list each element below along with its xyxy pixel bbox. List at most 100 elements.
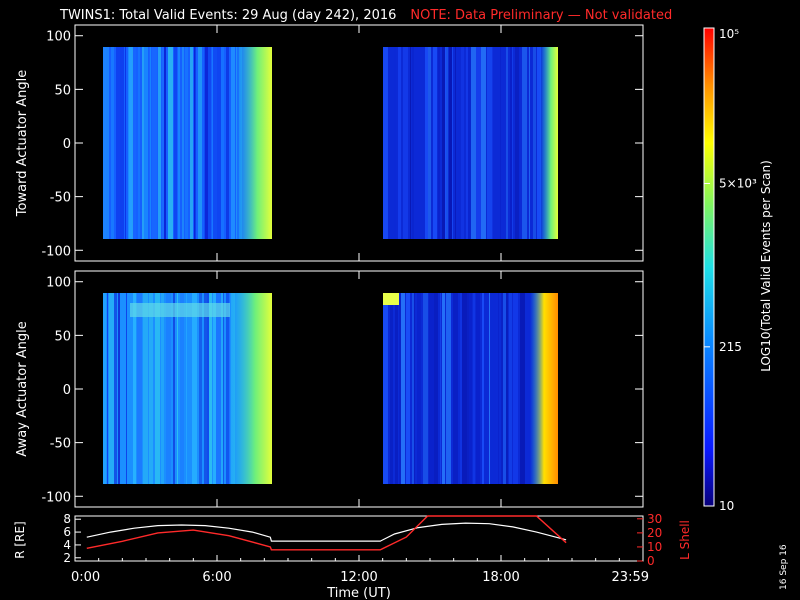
panel1-ytick-label: -50 (50, 437, 71, 452)
heat-streak (125, 47, 126, 239)
panel-toward: 100 50 0 -50 -100 Toward Actuator Angle (15, 24, 644, 262)
heat-streak (533, 47, 536, 239)
heat-streak (473, 293, 475, 484)
panel1-ytick-label: -100 (41, 490, 71, 505)
heat-streak (428, 47, 431, 239)
time-xtick-label: 6:00 (202, 570, 231, 585)
heat-streak (425, 47, 428, 239)
heat-stripes-toward-morning (103, 47, 242, 239)
heat-streak (221, 293, 223, 484)
panel1-ytick-label: 100 (46, 276, 71, 291)
heat-block-away-evening (383, 293, 558, 484)
heat-streak (515, 47, 519, 239)
heat-streak (417, 293, 421, 484)
heat-streak (498, 293, 499, 484)
heat-streak (410, 293, 411, 484)
heat-streak (213, 47, 217, 239)
heat-streak (114, 293, 117, 484)
heat-streak (149, 47, 150, 239)
heat-streak (383, 293, 388, 484)
heat-streak (398, 47, 401, 239)
l-shell-ytick-label: 20 (647, 526, 662, 540)
heat-streak (537, 47, 541, 239)
panel-ephemeris-frame (74, 515, 644, 562)
heat-streak (158, 47, 161, 239)
heat-streak (182, 47, 184, 239)
heat-streak (445, 47, 446, 239)
panel-away-ticks: 100 50 0 -50 -100 (41, 271, 644, 507)
heat-streak (120, 47, 124, 239)
heat-streak (461, 47, 464, 239)
heat-block-away-morning (103, 293, 272, 484)
heat-streak (482, 293, 484, 484)
heat-streak (229, 293, 230, 484)
heat-streak (107, 293, 108, 484)
heat-streak (103, 293, 106, 484)
heat-streak (471, 47, 476, 239)
heat-streak (189, 293, 190, 484)
heat-streak (168, 47, 173, 239)
heat-streak (111, 47, 114, 239)
heat-streak (412, 47, 414, 239)
heat-streak (440, 293, 441, 484)
time-xtick-label: 23:59 (612, 570, 649, 585)
heat-streak (226, 293, 229, 484)
l-shell-ytick-label: 10 (647, 540, 662, 554)
heat-streak (390, 47, 394, 239)
heat-streak (118, 293, 120, 484)
heat-streak (522, 47, 527, 239)
heat-streak (162, 47, 164, 239)
heat-streak (506, 293, 508, 484)
date-stamp: 16 Sep 16 (779, 544, 789, 590)
heat-streak (412, 293, 414, 484)
heat-streak (186, 293, 187, 484)
heat-streak (149, 293, 153, 484)
heat-streak (137, 293, 142, 484)
time-xtick-label: 0:00 (71, 570, 100, 585)
ylabel-l-shell: L Shell (678, 520, 692, 560)
heat-streak (476, 293, 480, 484)
heat-streak (217, 47, 221, 239)
heat-streak (173, 293, 175, 484)
heat-streak (231, 47, 235, 239)
heat-streak (177, 293, 178, 484)
heat-streak (185, 293, 186, 484)
heat-streak (476, 47, 481, 239)
heat-streak (493, 47, 498, 239)
colorbar-tick-label: 10⁵ (719, 27, 739, 41)
radius-ytick-label: 2 (63, 551, 71, 565)
heat-streak (423, 293, 428, 484)
heat-streak (204, 293, 207, 484)
heat-streak (452, 47, 453, 239)
heat-streak (144, 47, 148, 239)
panel-toward-ticks: 100 50 0 -50 -100 (41, 25, 644, 261)
heat-block-away-morning-band (130, 303, 230, 317)
heat-streak (406, 293, 410, 484)
colorbar: 10⁵ 5×10³ 215 10 LOG10(Total Valid Events p… (703, 27, 773, 513)
ylabel-toward: Toward Actuator Angle (15, 70, 30, 217)
heat-streak (530, 47, 532, 239)
heat-streak (409, 47, 410, 239)
panel-away: 100 50 0 -50 -100 Away Actuator Angle (15, 270, 644, 508)
colorbar-tick-label: 10 (719, 499, 734, 513)
heat-streak (207, 293, 209, 484)
heat-streak (129, 47, 132, 239)
heat-streak (121, 293, 126, 484)
panel0-ytick-label: 50 (54, 83, 71, 98)
heat-streak (487, 47, 492, 239)
heat-streak (438, 47, 440, 239)
heat-streak (161, 293, 164, 484)
heat-streak (415, 47, 420, 239)
heat-streak (492, 47, 493, 239)
title-text: TWINS1: Total Valid Events: 29 Aug (day … (60, 8, 397, 23)
heat-streak (501, 293, 503, 484)
heat-streak (116, 47, 120, 239)
heat-streak (133, 47, 136, 239)
heat-streak (199, 293, 202, 484)
heat-streak (446, 47, 448, 239)
heat-stripes-away-evening (383, 293, 531, 484)
heat-streak (166, 293, 171, 484)
heat-streak (164, 47, 166, 239)
heat-streak (422, 47, 424, 239)
